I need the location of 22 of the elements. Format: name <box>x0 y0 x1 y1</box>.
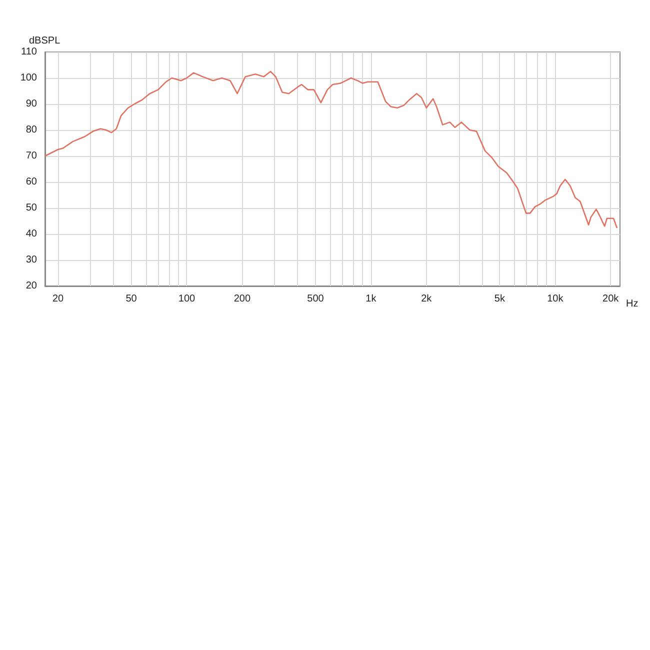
y-axis-title: dBSPL <box>29 36 61 46</box>
y-tick-label: 90 <box>26 98 38 110</box>
x-tick-label: 500 <box>307 294 324 304</box>
x-tick-label: 2k <box>421 294 433 304</box>
y-tick-label: 50 <box>26 202 38 214</box>
x-tick-label: 5k <box>494 294 506 304</box>
y-tick-label: 100 <box>20 72 38 84</box>
x-tick-label: 100 <box>178 294 196 304</box>
y-tick-label: 30 <box>26 254 38 266</box>
x-tick-label: 10k <box>547 294 564 304</box>
x-tick-label: 20 <box>52 294 64 304</box>
x-tick-label: 200 <box>234 294 251 304</box>
y-tick-label: 110 <box>21 46 38 58</box>
x-tick-label: 1k <box>366 294 378 304</box>
y-tick-label: 70 <box>26 150 38 162</box>
y-tick-label: 20 <box>26 280 38 292</box>
x-tick-label: 20k <box>602 294 620 304</box>
x-tick-label: 50 <box>126 294 138 304</box>
y-tick-label: 80 <box>26 124 38 136</box>
y-tick-label: 40 <box>26 228 38 240</box>
x-axis-title: Hz <box>626 298 638 310</box>
y-tick-label: 60 <box>26 176 38 188</box>
